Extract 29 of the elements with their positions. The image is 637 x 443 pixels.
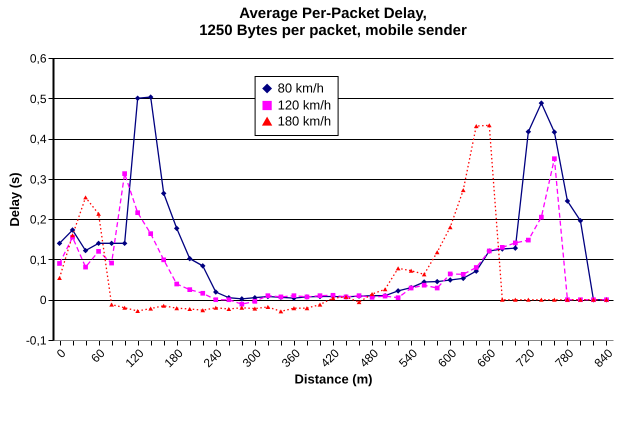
y-tick-label: 0,1	[30, 252, 47, 267]
y-tick-label: 0,3	[30, 172, 47, 186]
chart-title: Average Per-Packet Delay, 1250 Bytes per packet, mobile sender	[199, 5, 467, 39]
x-tick-label: 60	[88, 346, 108, 366]
x-tick-label: 360	[278, 346, 304, 370]
x-tick-label: 300	[240, 346, 264, 370]
x-tick-label: 780	[552, 346, 577, 370]
x-tick-label: 720	[513, 346, 538, 370]
x-tick-label: 840	[591, 346, 616, 370]
y-tick-label: 0	[40, 293, 47, 308]
y-axis-title: Delay (s)	[6, 172, 22, 227]
x-axis-title: Distance (m)	[294, 371, 373, 386]
legend-label: 180 km/h	[278, 114, 332, 128]
x-tick-label: 120	[122, 346, 147, 370]
x-tick-label: 600	[435, 346, 460, 370]
y-tick-label: -0,1	[26, 334, 47, 348]
x-tick-label: 240	[200, 346, 225, 370]
y-tick-label: 0,2	[30, 212, 47, 227]
x-tick-label: 180	[162, 346, 186, 370]
legend-label: 80 km/h	[278, 80, 324, 96]
x-tick-label: 0	[54, 346, 69, 361]
y-tick-label: 0,4	[30, 132, 47, 146]
y-tick-label: 0,6	[30, 52, 47, 66]
x-tick-label: 420	[318, 346, 342, 370]
x-tick-label: 540	[396, 346, 420, 370]
legend-label: 120 km/h	[278, 98, 332, 112]
x-tick-label: 480	[356, 346, 382, 370]
y-tick-label: 0,5	[30, 92, 47, 106]
x-tick-label: 660	[474, 346, 498, 370]
